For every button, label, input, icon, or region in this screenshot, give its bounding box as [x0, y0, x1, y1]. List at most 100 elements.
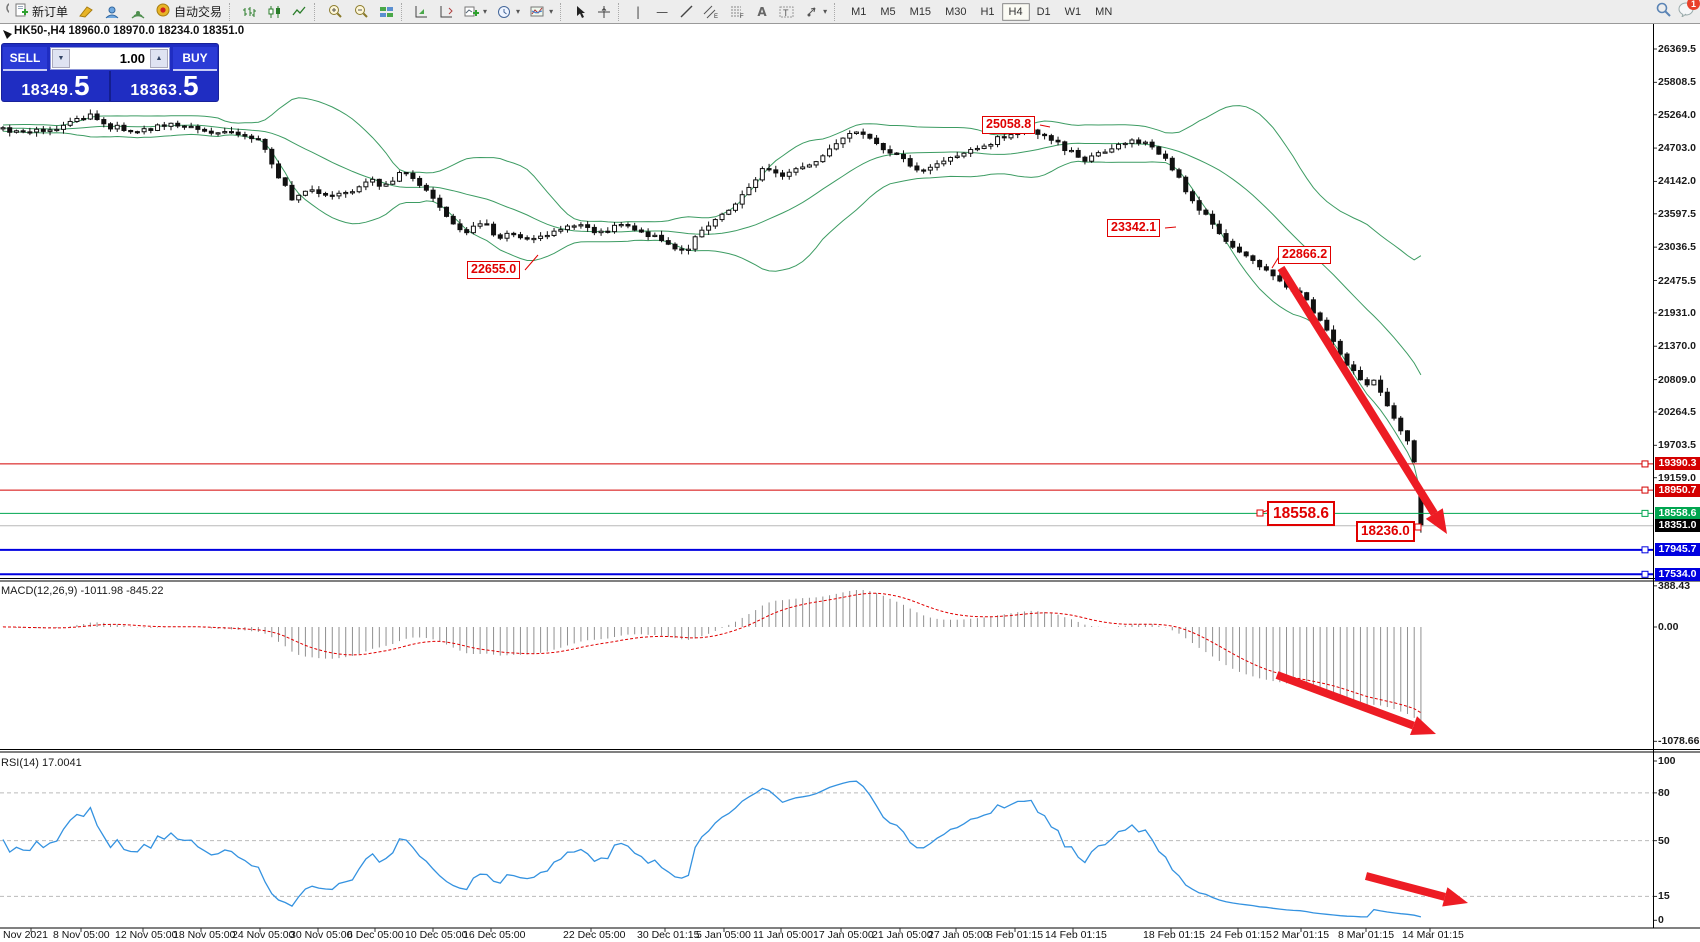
macd-axis-tick: 388.43	[1658, 579, 1691, 592]
equidistant-channel-icon[interactable]: E	[699, 2, 723, 22]
level-line-handle[interactable]	[1641, 460, 1649, 468]
trend-arrow-head[interactable]	[1410, 716, 1436, 735]
candle-bearish	[484, 223, 490, 226]
timeframe-button-W1[interactable]: W1	[1058, 3, 1089, 21]
time-axis-label: 8 Nov 05:00	[53, 929, 110, 941]
timeframe-button-M15[interactable]: M15	[903, 3, 938, 21]
candle-bullish	[746, 186, 752, 196]
timeframe-button-H1[interactable]: H1	[973, 3, 1001, 21]
price-annotation-label[interactable]: 25058.8	[982, 116, 1036, 134]
timeframe-button-M5[interactable]: M5	[873, 3, 902, 21]
toolbar-separator	[560, 2, 566, 21]
level-line-handle[interactable]	[1641, 486, 1649, 494]
zoom-out-icon[interactable]	[349, 2, 373, 22]
crosshair-icon[interactable]	[593, 2, 615, 22]
time-axis-label: 5 Jan 05:00	[696, 929, 751, 941]
text-label-icon[interactable]: T	[775, 2, 799, 22]
candle-bullish	[793, 168, 799, 173]
cursor-icon[interactable]	[569, 2, 591, 22]
trend-arrow-shaft[interactable]	[1364, 872, 1446, 901]
fibonacci-icon[interactable]: F	[725, 2, 749, 22]
candle-bullish	[1089, 155, 1095, 162]
chart-shift-icon[interactable]	[435, 2, 458, 22]
annotation-handle[interactable]	[1414, 523, 1422, 531]
period-dropdown[interactable]: ▾	[493, 2, 524, 22]
zoom-in-icon[interactable]	[323, 2, 347, 22]
time-axis-label: 30 Nov 05:00	[290, 929, 353, 941]
candle-bullish	[336, 192, 342, 197]
candle-bullish	[1122, 142, 1128, 146]
bollinger-mid-band[interactable]	[2, 124, 1422, 376]
bollinger-up-band[interactable]	[2, 97, 1422, 261]
buy-price[interactable]: 18363 . 5	[130, 70, 199, 101]
candle-bullish	[349, 191, 355, 194]
line-chart-icon[interactable]	[288, 2, 311, 22]
timeframe-button-D1[interactable]: D1	[1030, 3, 1058, 21]
timeframe-button-M1[interactable]: M1	[844, 3, 873, 21]
volume-input[interactable]	[71, 50, 149, 67]
trendline-icon[interactable]	[675, 2, 697, 22]
trend-arrow-shaft[interactable]	[1275, 671, 1415, 730]
candle-bearish	[101, 119, 107, 125]
candle-bearish	[874, 137, 880, 145]
trend-arrow-head[interactable]	[1442, 887, 1468, 907]
timeframe-button-M30[interactable]: M30	[938, 3, 973, 21]
candle-bearish	[323, 192, 329, 196]
sell-button[interactable]: SELL	[3, 47, 47, 71]
price-annotation-label[interactable]: 18236.0	[1356, 521, 1415, 542]
indicators-dropdown[interactable]: ▾	[526, 2, 557, 22]
bar-chart-icon[interactable]	[238, 2, 261, 22]
bollinger-lo-band[interactable]	[2, 130, 1422, 495]
auto-arrange-icon[interactable]	[410, 2, 433, 22]
candle-bearish	[1337, 340, 1343, 355]
toolbar-separator	[401, 2, 407, 21]
candle-bullish	[739, 194, 745, 205]
trend-arrow-head[interactable]	[1425, 508, 1447, 534]
level-line-handle[interactable]	[1641, 509, 1649, 517]
annotation-handle[interactable]	[1256, 509, 1264, 517]
autotrading-label: 自动交易	[174, 5, 223, 19]
new-chart-dropdown[interactable]: ▾	[460, 2, 491, 22]
search-icon[interactable]	[1655, 1, 1672, 22]
macd-axis-tick: 0.00	[1658, 621, 1679, 633]
volume-increase-button[interactable]: ▲	[150, 49, 168, 68]
new-order-button[interactable]: 新订单	[10, 2, 72, 22]
notifications-icon[interactable]: 1	[1678, 0, 1700, 22]
candle-bullish	[833, 143, 839, 150]
level-line-handle[interactable]	[1641, 546, 1649, 554]
candle-bullish	[1109, 148, 1115, 153]
candle-bearish	[921, 169, 927, 172]
signals-icon[interactable]	[126, 2, 150, 22]
candle-bearish	[316, 189, 322, 194]
timeframe-button-H4[interactable]: H4	[1001, 2, 1030, 21]
text-icon[interactable]: A	[751, 2, 773, 22]
candle-bearish	[228, 131, 234, 134]
candle-bearish	[262, 138, 268, 150]
autotrading-button[interactable]: 自动交易	[152, 2, 226, 22]
tile-windows-icon[interactable]	[375, 2, 398, 22]
price-annotation-label[interactable]: 23342.1	[1107, 219, 1161, 237]
volume-decrease-button[interactable]: ▼	[52, 49, 70, 68]
vertical-line-icon[interactable]: |	[627, 2, 649, 22]
candle-bullish	[719, 213, 725, 221]
level-line-handle[interactable]	[1641, 570, 1649, 578]
candle-bullish	[820, 155, 826, 163]
clipped-icon[interactable]	[0, 1, 9, 22]
arrows-dropdown[interactable]: ▾	[801, 2, 831, 22]
candlestick-chart-icon[interactable]	[263, 2, 286, 22]
trend-arrow-shaft[interactable]	[1277, 265, 1438, 516]
styler-icon[interactable]	[74, 2, 98, 22]
price-axis-tick: 20264.5	[1658, 405, 1696, 418]
time-axis-label: 11 Jan 05:00	[753, 929, 813, 941]
market-watch-icon[interactable]	[100, 2, 124, 22]
price-annotation-label[interactable]: 22655.0	[467, 261, 521, 279]
timeframe-button-MN[interactable]: MN	[1088, 3, 1119, 21]
buy-button[interactable]: BUY	[173, 47, 217, 71]
price-annotation-label[interactable]: 18558.6	[1267, 501, 1336, 527]
sell-price[interactable]: 18349 . 5	[2, 71, 111, 101]
annotation-leader-line	[1164, 226, 1177, 229]
horizontal-line-icon[interactable]: —	[651, 2, 673, 22]
price-annotation-label[interactable]: 22866.2	[1278, 246, 1332, 264]
